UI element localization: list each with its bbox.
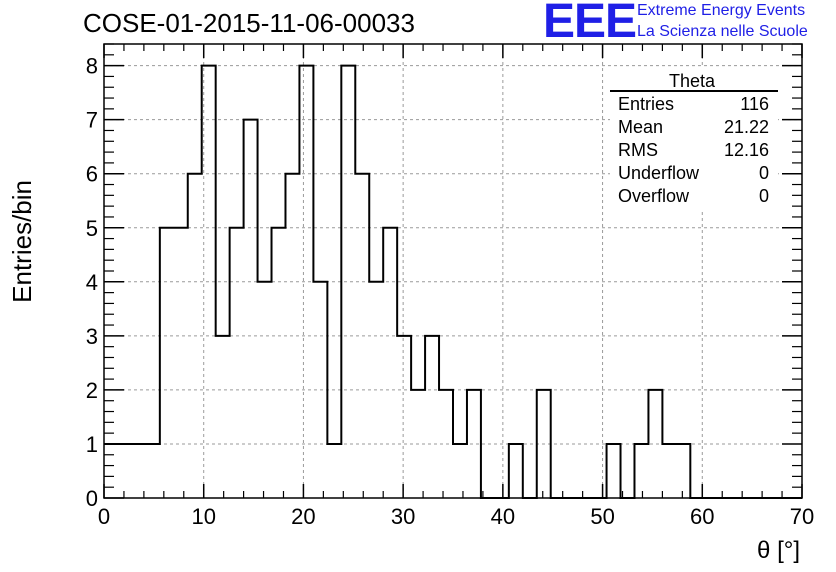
stats-row-value: 116 — [740, 94, 769, 114]
stats-box-title: Theta — [669, 71, 716, 91]
x-tick-label: 50 — [590, 504, 614, 529]
stats-row-label: RMS — [618, 140, 658, 160]
stats-row-value: 12.16 — [724, 140, 769, 160]
y-tick-label: 1 — [86, 432, 98, 457]
x-tick-label: 40 — [491, 504, 515, 529]
y-tick-label: 0 — [86, 486, 98, 511]
stats-row-value: 21.22 — [724, 117, 769, 137]
stats-row-label: Mean — [618, 117, 663, 137]
x-tick-label: 30 — [391, 504, 415, 529]
y-tick-labels: 0 1 2 3 4 5 6 7 8 — [86, 54, 98, 511]
eee-logo-line1: Extreme Energy Events — [637, 2, 806, 19]
y-tick-label: 3 — [86, 324, 98, 349]
x-tick-label: 70 — [790, 504, 814, 529]
stats-row-value: 0 — [759, 186, 769, 206]
y-tick-label: 8 — [86, 54, 98, 79]
stats-box: Theta Entries 116 Mean 21.22 RMS 12.16 Underfl… — [610, 68, 778, 210]
x-tick-label: 0 — [98, 504, 110, 529]
y-tick-label: 5 — [86, 216, 98, 241]
x-axis-label: θ [°] — [757, 537, 800, 564]
x-tick-labels: 0 10 20 30 40 50 60 70 — [98, 504, 814, 529]
stats-row-value: 0 — [759, 163, 769, 183]
y-tick-label: 7 — [86, 108, 98, 133]
axis-ticks — [103, 43, 803, 499]
eee-logo: EEE — [543, 0, 637, 48]
page-title: COSE-01-2015-11-06-00033 — [83, 8, 415, 38]
y-axis-label: Entries/bin — [7, 180, 37, 303]
stats-row-label: Underflow — [618, 163, 700, 183]
x-tick-label: 10 — [191, 504, 215, 529]
stats-row-label: Overflow — [618, 186, 690, 206]
y-tick-label: 2 — [86, 378, 98, 403]
stats-row-label: Entries — [618, 94, 674, 114]
y-tick-label: 6 — [86, 162, 98, 187]
x-tick-label: 60 — [690, 504, 714, 529]
x-tick-label: 20 — [291, 504, 315, 529]
eee-logo-line2: La Scienza nelle Scuole — [637, 23, 808, 40]
histogram-line — [104, 64, 802, 499]
y-tick-label: 4 — [86, 270, 98, 295]
